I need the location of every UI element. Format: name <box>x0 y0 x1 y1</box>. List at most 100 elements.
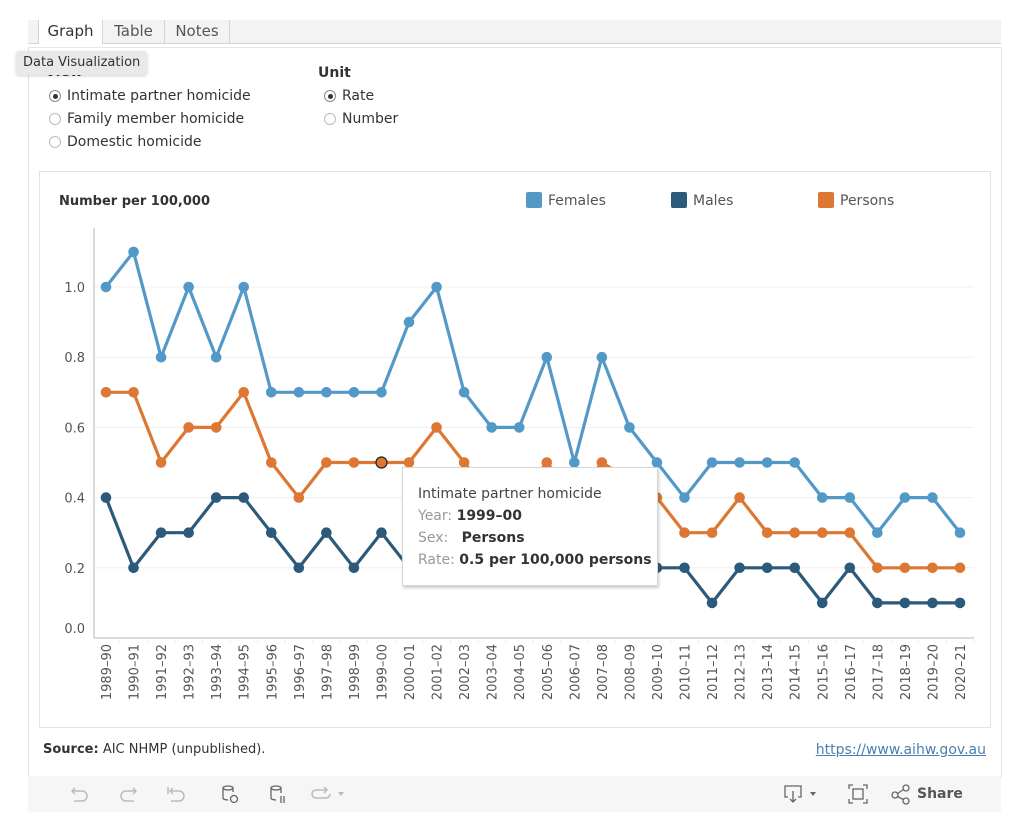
toolbar: Share <box>28 776 1001 812</box>
data-point <box>734 562 745 574</box>
data-point <box>541 457 553 468</box>
data-point <box>458 457 470 468</box>
data-point <box>183 527 194 538</box>
x-tick-label: 2002–03 <box>458 644 473 700</box>
x-tick-label: 1994–95 <box>238 644 253 700</box>
x-tick-label: 2006–07 <box>568 644 583 700</box>
data-point <box>238 492 250 503</box>
data-point <box>293 492 305 503</box>
data-point <box>238 281 250 293</box>
radio-unselected-icon <box>324 113 336 125</box>
highlighted-data-point <box>375 456 388 469</box>
data-point <box>679 527 690 538</box>
radio-intimate-partner[interactable]: Intimate partner homicide <box>49 88 251 104</box>
x-tick-label: 2015–16 <box>816 644 831 700</box>
data-point <box>706 597 718 609</box>
tab-graph[interactable]: Graph <box>39 20 103 44</box>
data-point <box>513 422 525 433</box>
data-point <box>155 527 167 538</box>
legend-swatch-females <box>526 192 542 208</box>
share-button[interactable]: Share <box>890 782 970 806</box>
y-tick-label: 1.0 <box>64 281 85 296</box>
radio-unselected-icon <box>49 113 61 125</box>
x-tick-label: 1999–00 <box>375 644 390 700</box>
chart-frame <box>39 171 991 728</box>
y-tick-label: 0.0 <box>64 622 85 637</box>
data-point <box>321 457 332 468</box>
radio-selected-icon <box>49 90 61 102</box>
data-point <box>899 597 911 609</box>
x-tick-label: 2005–06 <box>541 644 556 700</box>
data-point <box>265 527 277 538</box>
content-panel <box>28 47 1002 777</box>
x-tick-label: 2010–11 <box>679 644 694 700</box>
x-tick-label: 2011–12 <box>706 644 721 700</box>
data-point <box>789 457 801 468</box>
redo-icon[interactable] <box>116 782 140 806</box>
x-tick-label: 1990–91 <box>128 644 143 700</box>
data-point <box>816 597 828 609</box>
data-point <box>899 562 911 574</box>
y-tick-label: 0.8 <box>64 351 85 366</box>
series-line <box>104 250 962 535</box>
data-point <box>844 492 856 503</box>
data-point <box>128 387 139 398</box>
download-icon[interactable] <box>780 782 824 806</box>
revert-icon[interactable] <box>164 782 188 806</box>
aihw-link[interactable]: https://www.aihw.gov.au <box>815 742 986 758</box>
data-point <box>128 246 139 258</box>
radio-family-member[interactable]: Family member homicide <box>49 111 244 127</box>
undo-icon[interactable] <box>68 782 92 806</box>
data-point <box>954 597 966 609</box>
data-point <box>872 562 883 574</box>
data-point <box>761 457 773 468</box>
data-point <box>155 351 167 363</box>
legend-label-persons: Persons <box>840 193 894 209</box>
data-point <box>486 422 497 433</box>
fullscreen-icon[interactable] <box>846 782 870 806</box>
data-point <box>541 351 553 363</box>
data-point <box>816 492 828 503</box>
radio-domestic[interactable]: Domestic homicide <box>49 134 201 150</box>
tab-notes[interactable]: Notes <box>165 20 230 43</box>
data-point <box>348 387 360 398</box>
data-point <box>100 387 112 398</box>
radio-label: Rate <box>342 88 375 104</box>
x-tick-label: 2008–09 <box>623 644 638 700</box>
radio-rate[interactable]: Rate <box>324 88 374 104</box>
x-tick-label: 2012–13 <box>734 644 749 700</box>
data-point <box>927 562 938 574</box>
tab-bar-edge <box>28 20 39 43</box>
data-point <box>651 457 663 468</box>
unit-label: Unit <box>318 65 351 81</box>
x-tick-label: 2003–04 <box>486 644 501 700</box>
tooltip-sex-key: Sex: <box>418 530 449 546</box>
data-point <box>155 457 167 468</box>
data-point <box>927 492 938 503</box>
data-point <box>458 387 470 398</box>
data-point <box>431 422 442 433</box>
data-point <box>293 562 305 574</box>
pause-updates-icon[interactable] <box>266 782 290 806</box>
data-point <box>872 527 883 538</box>
data-point <box>403 316 415 328</box>
data-point <box>431 281 442 293</box>
legend: Females Males Persons <box>526 192 894 209</box>
x-tick-label: 2007–08 <box>596 644 611 700</box>
tab-table[interactable]: Table <box>103 20 165 43</box>
tooltip-year-value: 1999–00 <box>456 508 523 524</box>
data-point <box>128 562 139 574</box>
axes: 0.0 0.2 0.4 0.6 0.8 1.0 1989–90 1990–91 1991–92 1… <box>64 228 975 700</box>
refresh-data-icon[interactable] <box>218 782 242 806</box>
radio-number[interactable]: Number <box>324 111 398 127</box>
tooltip-sex-value: Persons <box>461 530 525 546</box>
data-point <box>679 492 690 503</box>
data-point <box>265 387 277 398</box>
x-tick-label: 2018–19 <box>899 644 914 700</box>
view-icon[interactable] <box>308 782 352 806</box>
source-label: Source: <box>43 742 99 757</box>
data-point <box>734 457 745 468</box>
radio-label: Intimate partner homicide <box>67 88 251 104</box>
hover-tooltip: Data Visualization <box>16 51 148 75</box>
data-point <box>265 457 277 468</box>
